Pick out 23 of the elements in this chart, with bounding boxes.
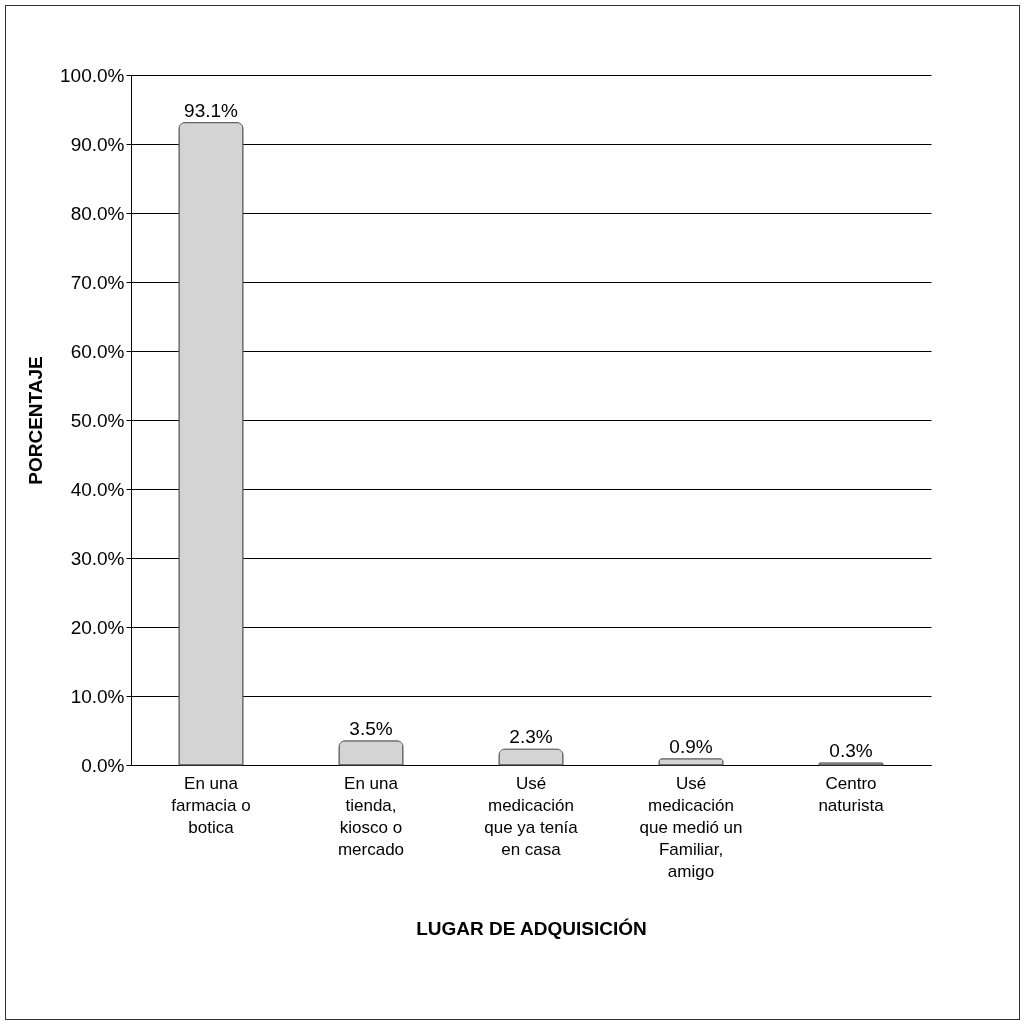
data-label: 3.5%: [349, 717, 393, 739]
x-axis-title: LUGAR DE ADQUISICIÓN: [416, 917, 647, 939]
y-tick-label: 10.0%: [70, 685, 125, 707]
data-label: 93.1%: [184, 99, 239, 121]
data-label: 2.3%: [509, 726, 553, 748]
y-tick-label: 100.0%: [60, 64, 125, 86]
y-tick-label: 50.0%: [70, 409, 125, 431]
x-tick-label: En una farmacia o botica: [171, 773, 251, 837]
x-tick-label: Usé medicación que ya tenía en casa: [484, 773, 579, 859]
y-axis-title: PORCENTAJE: [25, 356, 47, 485]
x-tick-label: Usé medicación que medió un Familiar, amigo: [639, 773, 743, 881]
y-tick-label: 60.0%: [70, 340, 125, 362]
x-tick-label: Centro naturista: [818, 773, 885, 815]
y-tick-label: 30.0%: [70, 547, 125, 569]
data-label: 0.9%: [669, 735, 713, 757]
x-tick-label: En una tienda, kiosco o mercado: [337, 773, 405, 859]
data-label: 0.3%: [829, 739, 873, 761]
y-tick-label: 0.0%: [81, 754, 125, 776]
y-tick-label: 70.0%: [70, 271, 125, 293]
y-tick-label: 20.0%: [70, 616, 125, 638]
y-tick-label: 40.0%: [70, 478, 125, 500]
y-tick-label: 80.0%: [70, 202, 125, 224]
y-tick-label: 90.0%: [70, 133, 125, 155]
